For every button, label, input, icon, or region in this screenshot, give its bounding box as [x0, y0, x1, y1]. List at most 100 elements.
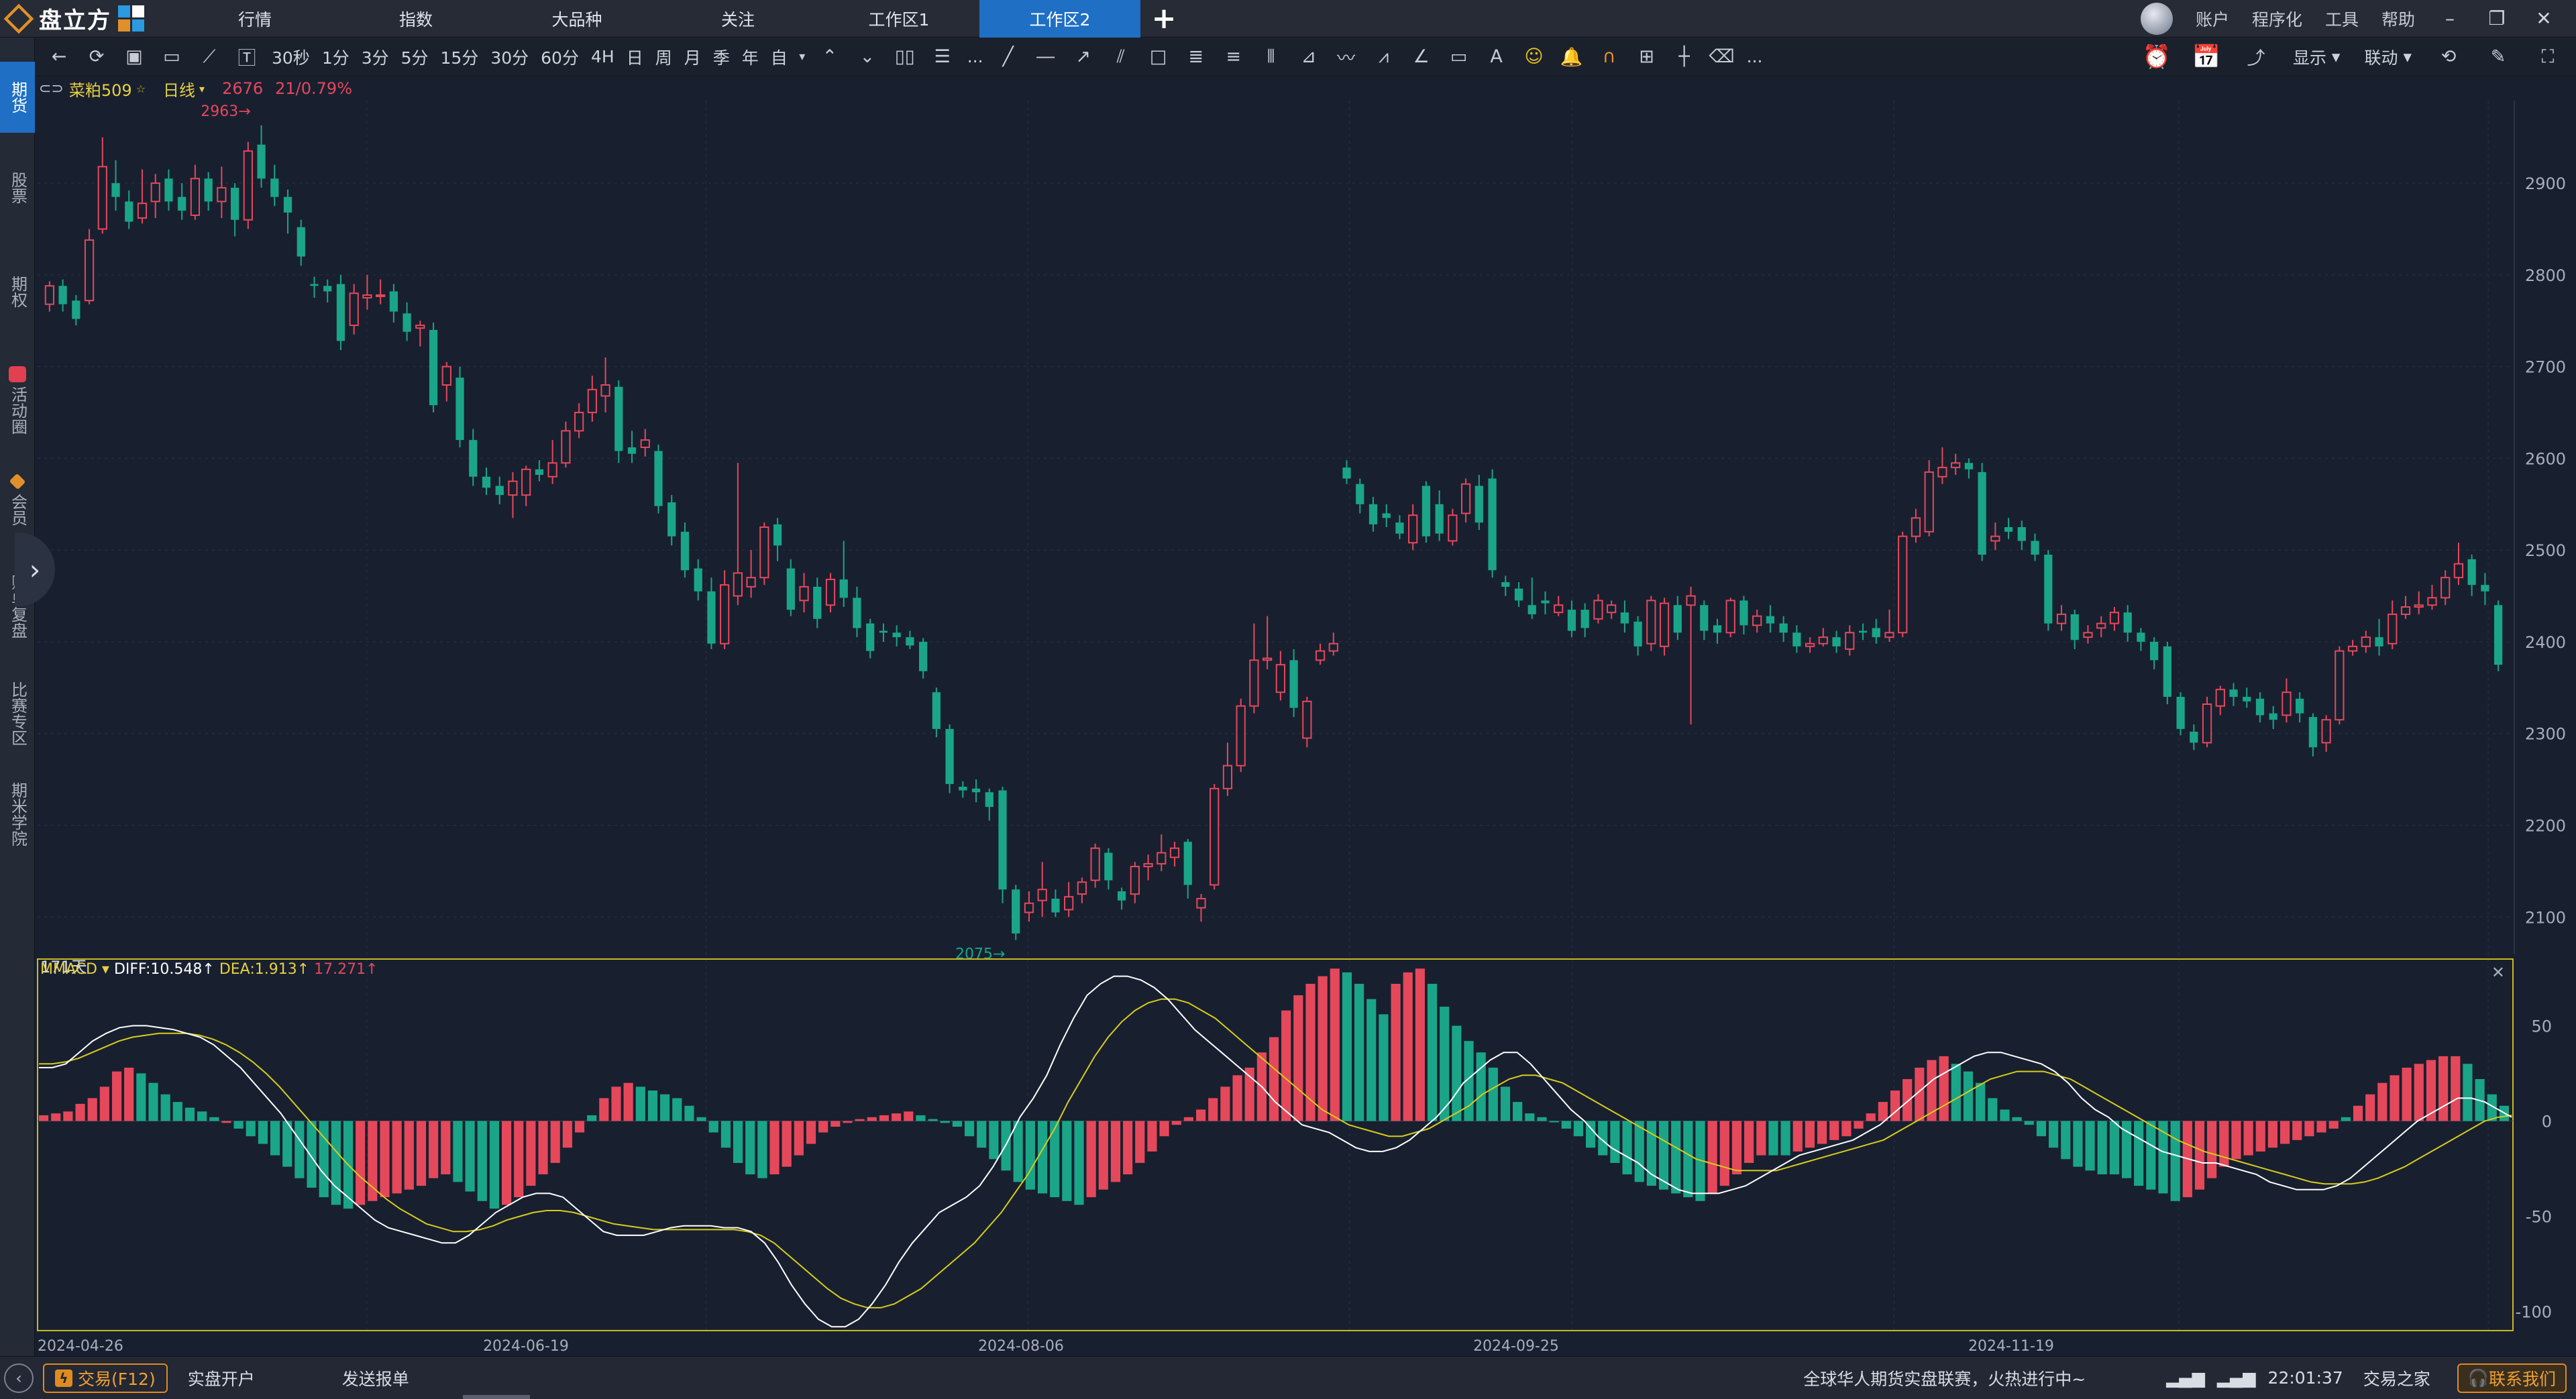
candle-up[interactable]	[1752, 615, 1762, 626]
candle-down[interactable]	[959, 787, 967, 791]
chart-area[interactable]: 2100 2200 2300 2400 2500 2600 2700 2800 2900 2963…	[35, 101, 2576, 1356]
symbol-selector[interactable]: 菜粕509	[68, 80, 132, 100]
fan-icon[interactable]: ⩘	[1379, 46, 1389, 67]
candle-up[interactable]	[2414, 604, 2424, 608]
candle-down[interactable]	[680, 531, 690, 571]
candle-up[interactable]	[2387, 613, 2398, 645]
candle-up[interactable]	[574, 412, 584, 432]
candle-down[interactable]	[283, 197, 292, 213]
candle-down[interactable]	[1368, 504, 1378, 524]
candle-up[interactable]	[415, 325, 425, 329]
candle-up[interactable]	[1593, 600, 1603, 620]
sidebar-item-contest[interactable]: 比赛专区	[0, 681, 35, 746]
candle-down[interactable]	[1051, 898, 1060, 913]
candle-down[interactable]	[389, 291, 398, 312]
candle-down[interactable]	[1356, 484, 1364, 504]
candle-down[interactable]	[2243, 697, 2251, 702]
candle-up[interactable]	[1315, 650, 1326, 661]
candle-down[interactable]	[614, 386, 623, 451]
period-30s[interactable]: 30秒	[272, 48, 310, 68]
candle-up[interactable]	[746, 577, 756, 587]
candle-down[interactable]	[111, 183, 120, 197]
bell-icon[interactable]: 🔔	[1560, 46, 1583, 68]
candle-up[interactable]	[376, 294, 386, 297]
parallel-lines-icon[interactable]: ⫽	[1116, 46, 1125, 67]
candle-down[interactable]	[1978, 471, 1986, 555]
candle-up[interactable]	[720, 584, 730, 645]
candle-down[interactable]	[1117, 891, 1126, 901]
candle-down[interactable]	[945, 728, 954, 784]
candle-down[interactable]	[985, 792, 994, 807]
candle-up[interactable]	[1818, 636, 1828, 645]
sidebar-item-member[interactable]: 会员	[0, 473, 35, 526]
candle-down[interactable]	[2255, 698, 2265, 716]
candle-up[interactable]	[640, 439, 650, 449]
candle-up[interactable]	[2321, 719, 2331, 744]
tab-market[interactable]: 行情	[237, 9, 272, 30]
text-box-icon[interactable]: 🅃	[237, 48, 256, 69]
candle-up[interactable]	[1725, 600, 1735, 634]
menu-programming[interactable]: 程序化	[2251, 9, 2302, 30]
magnet-icon[interactable]: ∩	[1602, 46, 1616, 67]
candle-up[interactable]	[2427, 597, 2437, 606]
candle-down[interactable]	[1700, 605, 1709, 631]
sync-icon[interactable]: ⟲	[2440, 46, 2457, 67]
fullscreen-icon[interactable]: ⛶	[2541, 46, 2555, 67]
news-ticker[interactable]: 全球华人期货实盘联赛，火热进行中~	[1803, 1369, 2086, 1389]
candle-up[interactable]	[1898, 535, 1908, 634]
wave-icon[interactable]: 〰	[1337, 48, 1356, 69]
candle-up[interactable]	[825, 578, 836, 606]
candle-up[interactable]	[1275, 664, 1285, 693]
arrow-line-icon[interactable]: ↗	[1075, 46, 1091, 67]
period-1m[interactable]: 1分	[321, 48, 350, 68]
candle-down[interactable]	[919, 641, 928, 671]
candle-down[interactable]	[1474, 486, 1483, 523]
period-60m[interactable]: 60分	[541, 48, 579, 68]
calendar-icon[interactable]: 📅	[2192, 43, 2221, 70]
open-folder-icon[interactable]: ▭	[163, 46, 180, 67]
candle-up[interactable]	[2282, 691, 2292, 716]
candle-up[interactable]	[2202, 703, 2212, 744]
close-icon[interactable]: ✕	[2536, 7, 2552, 30]
add-tab-icon[interactable]: +	[1151, 1, 1177, 36]
contact-us-button[interactable]: 🎧 联系我们	[2457, 1363, 2567, 1393]
candle-up[interactable]	[349, 292, 359, 327]
menu-tools[interactable]: 工具	[2324, 9, 2359, 30]
candle-down[interactable]	[694, 568, 702, 592]
candle-up[interactable]	[2109, 612, 2120, 624]
candle-down[interactable]	[1872, 628, 1880, 638]
candle-down[interactable]	[1488, 478, 1497, 571]
candle-up[interactable]	[1686, 595, 1696, 606]
candle-down[interactable]	[2004, 527, 2013, 532]
candle-up[interactable]	[1408, 514, 1418, 544]
candle-up[interactable]	[521, 468, 531, 496]
candle-down[interactable]	[1580, 610, 1589, 628]
sidebar-item-options[interactable]: 期权	[0, 276, 35, 308]
send-order-link[interactable]: 发送报单	[341, 1369, 409, 1389]
candle-down[interactable]	[906, 637, 914, 646]
candle-down[interactable]	[204, 178, 213, 202]
horizontal-line-icon[interactable]: ―	[1036, 46, 1055, 67]
draw-line-icon[interactable]: ╱	[1002, 46, 1014, 67]
candle-down[interactable]	[2269, 713, 2277, 720]
split-columns-icon[interactable]: ▯▯	[894, 46, 915, 67]
candle-down[interactable]	[1395, 522, 1404, 534]
candle-down[interactable]	[971, 788, 981, 793]
minimize-icon[interactable]: –	[2445, 7, 2455, 30]
candle-down[interactable]	[667, 502, 676, 537]
candle-down[interactable]	[1342, 467, 1351, 479]
candle-down[interactable]	[1964, 463, 1974, 469]
candle-up[interactable]	[97, 166, 107, 230]
text-lines-icon[interactable]: ≡	[1226, 46, 1241, 67]
candle-up[interactable]	[44, 285, 54, 305]
candle-down[interactable]	[2031, 541, 2039, 555]
candle-up[interactable]	[2347, 645, 2358, 652]
star-icon[interactable]: ☆	[136, 82, 146, 95]
ruler-icon[interactable]: ▭	[1450, 46, 1468, 67]
candle-up[interactable]	[2334, 650, 2345, 721]
candle-down[interactable]	[125, 201, 133, 222]
candle-down[interactable]	[866, 623, 875, 651]
candle-down[interactable]	[482, 476, 491, 488]
candle-up[interactable]	[1554, 604, 1564, 614]
candle-down[interactable]	[2123, 612, 2132, 633]
